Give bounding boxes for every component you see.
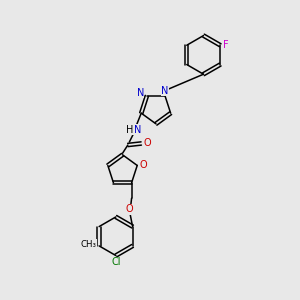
Text: N: N (136, 88, 144, 98)
Text: CH₃: CH₃ (81, 240, 97, 249)
Text: O: O (143, 139, 151, 148)
Text: O: O (125, 205, 133, 214)
Text: N: N (161, 85, 169, 95)
Text: H: H (126, 124, 134, 134)
Text: O: O (140, 160, 147, 170)
Text: Cl: Cl (111, 257, 121, 267)
Text: F: F (223, 40, 228, 50)
Text: N: N (134, 124, 141, 134)
